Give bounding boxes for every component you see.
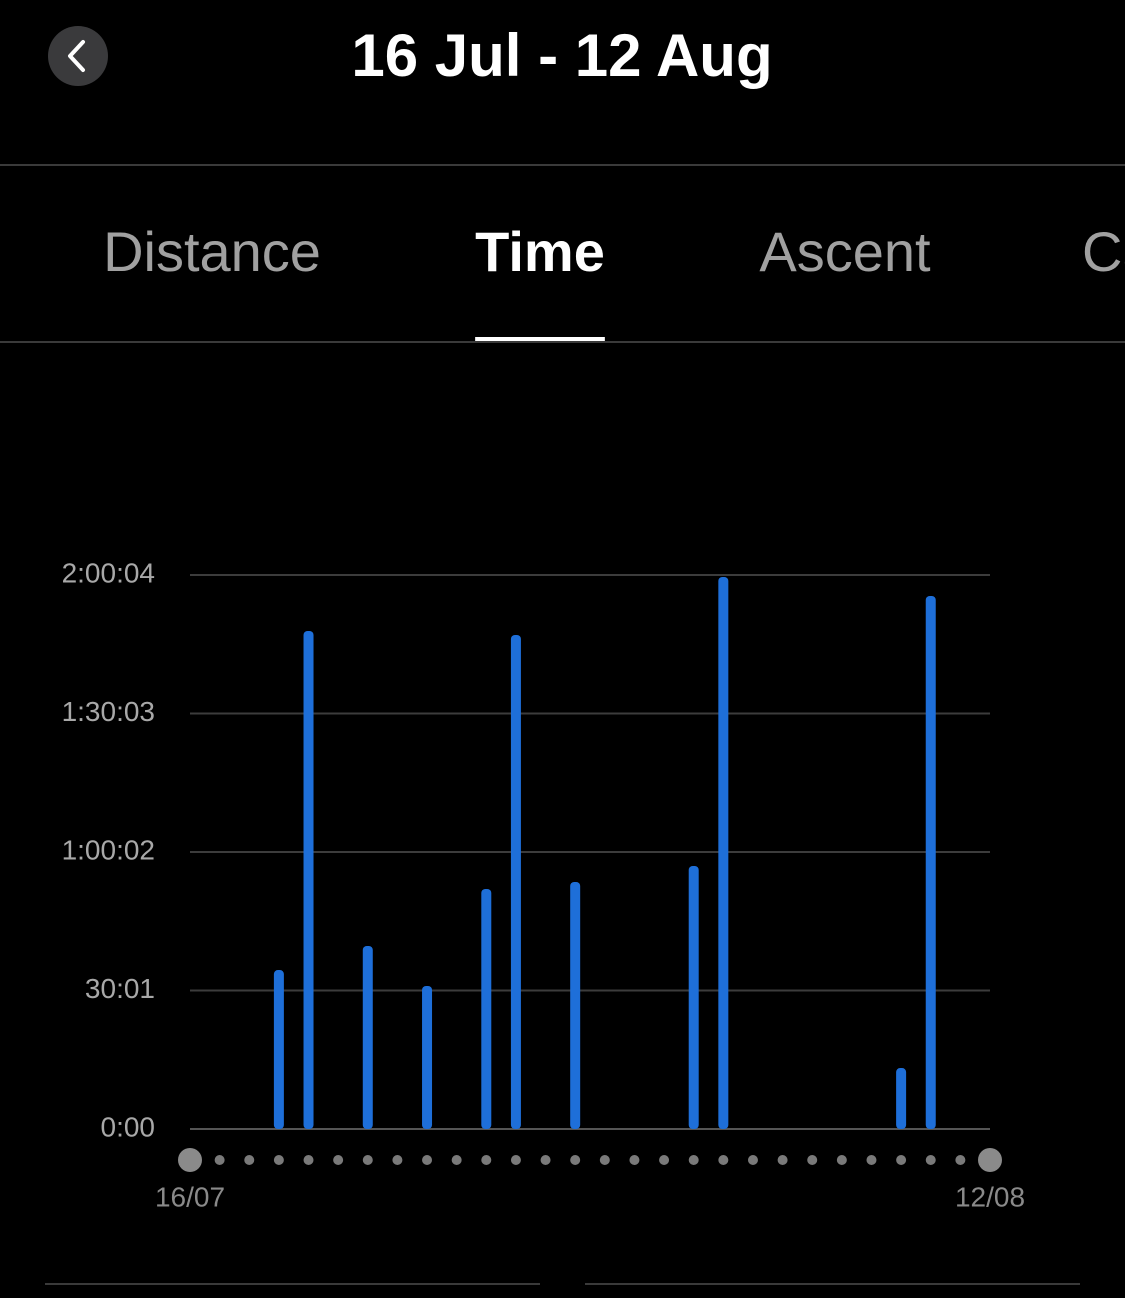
day-dot <box>718 1155 729 1165</box>
day-dot <box>866 1155 877 1165</box>
y-tick-label: 1:30:03 <box>62 696 155 727</box>
back-button[interactable] <box>48 26 108 86</box>
bar <box>481 888 492 1129</box>
day-dot <box>451 1155 462 1165</box>
day-dot <box>599 1155 610 1165</box>
day-dot <box>333 1155 344 1165</box>
back-icon[interactable] <box>68 40 85 72</box>
day-dot <box>747 1155 758 1165</box>
day-dot <box>303 1155 314 1165</box>
bar <box>303 630 314 1129</box>
day-dot <box>659 1155 670 1165</box>
bar <box>570 881 581 1129</box>
day-dot <box>629 1155 640 1165</box>
tab[interactable]: Distance <box>103 220 321 283</box>
x-tick-label: 12/08 <box>955 1181 1025 1212</box>
day-dot <box>978 1148 1002 1172</box>
day-dot <box>925 1155 936 1165</box>
day-dot <box>688 1155 699 1165</box>
tab[interactable]: Ascent <box>759 220 931 283</box>
x-tick-label: 16/07 <box>155 1181 225 1212</box>
y-tick-label: 1:00:02 <box>62 834 155 865</box>
bar <box>718 576 729 1129</box>
day-dot <box>807 1155 818 1165</box>
tab[interactable]: Time <box>475 220 605 283</box>
day-dot <box>955 1155 966 1165</box>
y-tick-label: 0:00 <box>101 1111 156 1142</box>
day-dot <box>836 1155 847 1165</box>
day-dot <box>392 1155 403 1165</box>
day-dot <box>481 1155 492 1165</box>
y-tick-label: 2:00:04 <box>62 557 155 588</box>
day-dot <box>896 1155 907 1165</box>
day-dot <box>570 1155 581 1165</box>
day-dot <box>244 1155 255 1165</box>
tab[interactable]: Ca <box>1082 220 1125 283</box>
bar <box>422 985 433 1129</box>
page-title: 16 Jul - 12 Aug <box>351 22 772 89</box>
day-dot <box>362 1155 373 1165</box>
day-dot <box>510 1155 521 1165</box>
day-dot <box>214 1155 225 1165</box>
bar <box>896 1068 907 1129</box>
day-dot <box>540 1155 551 1165</box>
day-dot <box>178 1148 202 1172</box>
day-dot <box>777 1155 788 1165</box>
bar <box>273 970 284 1129</box>
day-dot <box>422 1155 433 1165</box>
back-circle[interactable] <box>48 26 108 86</box>
bar <box>925 595 936 1129</box>
bar <box>510 634 521 1129</box>
y-tick-label: 30:01 <box>85 973 155 1004</box>
day-dot <box>273 1155 284 1165</box>
bar <box>688 865 699 1129</box>
bar <box>362 945 373 1129</box>
